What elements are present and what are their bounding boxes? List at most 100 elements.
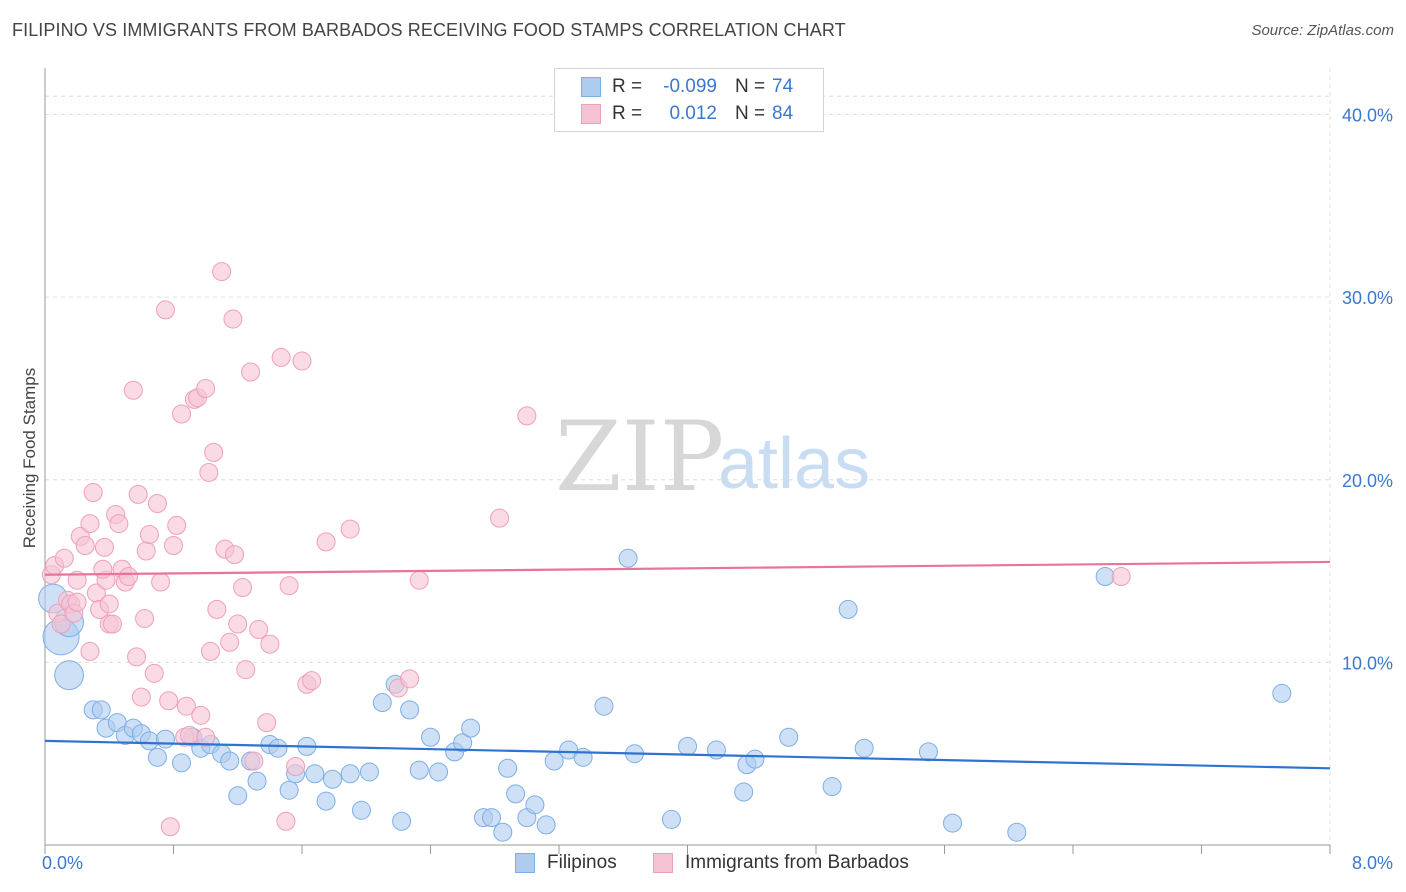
legend-r-label: R = bbox=[612, 103, 643, 124]
data-point bbox=[147, 494, 167, 514]
data-point bbox=[225, 545, 245, 565]
chart-title: FILIPINO VS IMMIGRANTS FROM BARBADOS REC… bbox=[12, 20, 846, 40]
data-point bbox=[159, 691, 179, 711]
data-point bbox=[200, 641, 220, 661]
data-point bbox=[279, 576, 299, 596]
legend-r-value: -0.099 bbox=[663, 76, 717, 97]
legend-n-label: N = bbox=[735, 103, 766, 124]
data-point bbox=[80, 514, 100, 534]
data-point bbox=[147, 747, 167, 767]
data-point bbox=[1111, 567, 1131, 587]
data-point bbox=[119, 567, 139, 587]
data-point bbox=[94, 537, 114, 557]
data-point bbox=[91, 700, 111, 720]
data-point bbox=[109, 514, 129, 534]
correlation-legend: R = -0.099 N = 74 R = 0.012 N = 84 bbox=[554, 68, 824, 132]
data-point bbox=[51, 614, 71, 634]
watermark-zip: ZIP bbox=[555, 401, 724, 513]
data-point bbox=[305, 764, 325, 784]
y-tick-label: 20.0% bbox=[1342, 471, 1393, 491]
data-point bbox=[131, 687, 151, 707]
data-point bbox=[207, 599, 227, 619]
legend-r-value: 0.012 bbox=[669, 103, 717, 124]
data-point bbox=[493, 822, 513, 842]
trend-line bbox=[44, 560, 1331, 576]
data-point bbox=[220, 632, 240, 652]
data-point bbox=[151, 572, 171, 592]
data-point bbox=[176, 696, 196, 716]
data-point bbox=[453, 733, 473, 753]
data-point bbox=[838, 599, 858, 619]
data-point bbox=[67, 592, 87, 612]
data-point bbox=[943, 813, 963, 833]
data-point bbox=[249, 620, 269, 640]
data-point bbox=[661, 809, 681, 829]
data-point bbox=[271, 347, 291, 367]
data-point bbox=[400, 669, 420, 689]
data-point bbox=[918, 742, 938, 762]
data-point bbox=[257, 713, 277, 733]
bottom-legend-filipinos: Filipinos bbox=[515, 852, 617, 874]
data-point bbox=[429, 762, 449, 782]
y-tick-label: 10.0% bbox=[1342, 653, 1393, 673]
data-point bbox=[1095, 567, 1115, 587]
data-point bbox=[482, 808, 502, 828]
data-point bbox=[172, 753, 192, 773]
data-point bbox=[525, 795, 545, 815]
data-point bbox=[244, 751, 264, 771]
data-point bbox=[359, 762, 379, 782]
legend-swatch-blue bbox=[581, 77, 601, 97]
data-point bbox=[139, 731, 159, 751]
bottom-legend-label: Immigrants from Barbados bbox=[685, 852, 909, 873]
data-point bbox=[340, 519, 360, 539]
data-point bbox=[316, 791, 336, 811]
bottom-legend-label: Filipinos bbox=[547, 852, 617, 873]
y-tick-label: 30.0% bbox=[1342, 288, 1393, 308]
data-point bbox=[517, 406, 537, 426]
data-point bbox=[323, 769, 343, 789]
data-point bbox=[498, 758, 518, 778]
data-point bbox=[102, 614, 122, 634]
data-point bbox=[490, 508, 510, 528]
data-point bbox=[618, 548, 638, 568]
data-point bbox=[241, 362, 261, 382]
x-tick-label: 8.0% bbox=[1352, 853, 1393, 873]
data-point bbox=[180, 725, 200, 745]
data-point bbox=[745, 749, 765, 769]
data-point bbox=[286, 756, 306, 776]
data-point bbox=[54, 660, 84, 691]
data-point bbox=[212, 262, 232, 282]
legend-swatch-pink bbox=[581, 104, 601, 124]
data-point bbox=[99, 594, 119, 614]
data-point bbox=[172, 404, 192, 424]
data-point bbox=[1272, 683, 1292, 703]
bottom-legend-swatch-blue bbox=[515, 853, 535, 873]
data-point bbox=[199, 462, 219, 482]
data-point bbox=[351, 800, 371, 820]
data-point bbox=[155, 729, 175, 749]
data-point bbox=[316, 532, 336, 552]
data-point bbox=[536, 815, 556, 835]
data-point bbox=[392, 811, 412, 831]
data-point bbox=[400, 700, 420, 720]
data-point bbox=[276, 811, 296, 831]
legend-n-value: 84 bbox=[772, 103, 794, 124]
data-point bbox=[1007, 822, 1027, 842]
trend-line bbox=[44, 739, 1331, 770]
data-point bbox=[123, 380, 143, 400]
data-point bbox=[164, 536, 183, 556]
data-point bbox=[228, 614, 248, 634]
legend-row-filipinos: R = -0.099 N = 74 bbox=[555, 74, 823, 100]
data-point bbox=[144, 663, 164, 683]
bottom-legend-swatch-pink bbox=[653, 853, 673, 873]
data-point bbox=[160, 817, 180, 837]
legend-n-label: N = bbox=[735, 76, 766, 97]
data-point bbox=[260, 634, 280, 654]
data-point bbox=[128, 484, 148, 504]
source-label: Source: ZipAtlas.com bbox=[1251, 22, 1394, 39]
data-point bbox=[67, 570, 87, 590]
data-point bbox=[279, 780, 299, 800]
data-point bbox=[127, 647, 147, 667]
data-point bbox=[409, 760, 429, 780]
data-point bbox=[594, 696, 614, 716]
